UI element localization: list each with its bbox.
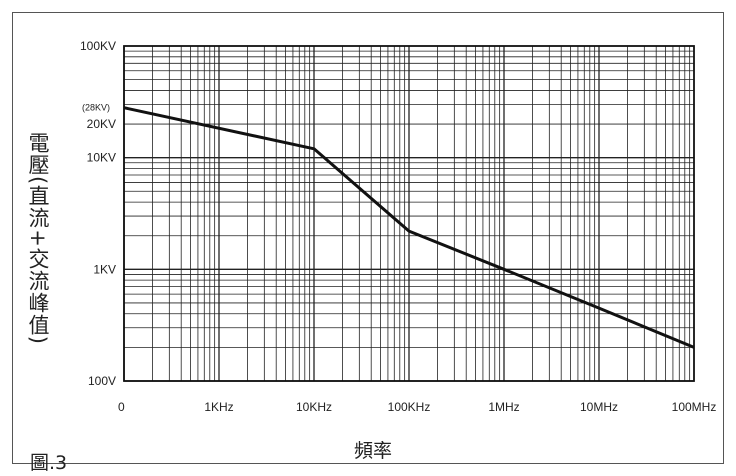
- y-tick-labels: 100V 1KV 10KV 20KV 100KV: [80, 39, 116, 388]
- y-axis-label: 電壓(直流+交流峰值): [26, 131, 50, 345]
- plot-border: [123, 45, 695, 382]
- y-tick-label: 100V: [88, 374, 116, 388]
- x-tick-label: 0: [118, 400, 125, 414]
- figure-caption: 圖.3: [30, 452, 68, 474]
- x-tick-label: 1MHz: [488, 400, 519, 414]
- x-tick-label: 1KHz: [204, 400, 233, 414]
- y-axis-label-wrap: 電壓(直流+交流峰值): [18, 0, 58, 476]
- annotations: (28KV): [82, 103, 110, 113]
- x-tick-label: 10KHz: [296, 400, 332, 414]
- annotation-label: (28KV): [82, 103, 110, 113]
- series-group: [123, 106, 695, 349]
- x-tick-label: 100KHz: [388, 400, 431, 414]
- plot-area-border: [123, 45, 695, 382]
- series-line: [123, 106, 695, 349]
- x-axis-label: 頻率: [354, 440, 393, 462]
- y-tick-label: 100KV: [80, 39, 116, 53]
- grid: [123, 46, 694, 382]
- y-tick-label: 10KV: [87, 151, 116, 165]
- figure-frame: [12, 12, 724, 464]
- x-tick-label: 100MHz: [672, 400, 717, 414]
- x-tick-labels: 0 1KHz 10KHz 100KHz 1MHz 10MHz 100MHz: [118, 400, 716, 414]
- y-tick-label: 1KV: [93, 262, 116, 276]
- y-tick-label: 20KV: [87, 117, 116, 131]
- x-tick-label: 10MHz: [580, 400, 618, 414]
